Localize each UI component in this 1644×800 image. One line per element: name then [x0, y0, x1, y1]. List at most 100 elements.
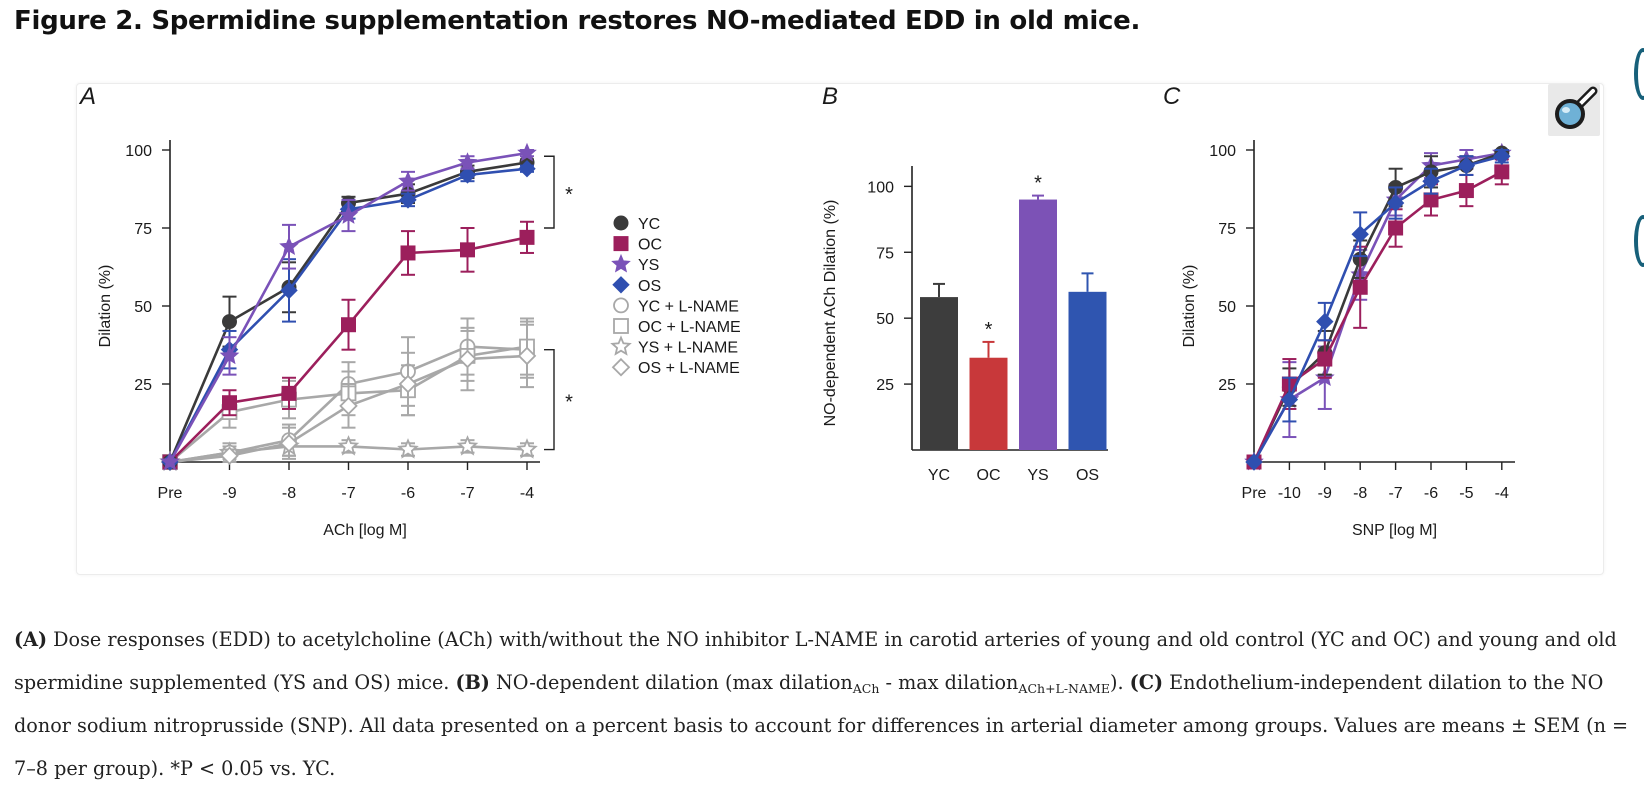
data-point	[280, 281, 298, 300]
right-edge-mark-bottom	[1634, 215, 1644, 267]
caption-b-label: (B)	[455, 671, 490, 694]
x-tick-label: -10	[1278, 485, 1301, 502]
x-axis-title: ACh [log M]	[323, 522, 407, 539]
data-point	[458, 166, 477, 184]
x-tick-label: -5	[1459, 485, 1473, 502]
y-tick-label: 75	[134, 221, 152, 238]
legend-item: OS	[612, 276, 661, 295]
data-point	[220, 446, 239, 466]
data-point	[339, 396, 358, 416]
data-point	[1245, 453, 1263, 471]
legend-item: OS + L-NAME	[611, 357, 740, 377]
y-tick-label: 75	[876, 245, 894, 262]
x-tick-label: -7	[460, 485, 474, 502]
legend-label: OS	[638, 278, 661, 295]
magnify-button[interactable]	[1548, 84, 1600, 136]
x-tick-label: OC	[977, 467, 1001, 484]
y-axis-title: NO-dependent ACh Dilation (%)	[822, 200, 839, 427]
legend-marker	[613, 318, 629, 334]
caption-a-label: (A)	[14, 628, 48, 651]
y-axis-title: Dilation (%)	[1181, 265, 1198, 348]
data-point	[1280, 390, 1299, 409]
caption-a-text: Dose responses (EDD) to acetylcholine (A…	[14, 628, 1617, 694]
figure-caption: (A) Dose responses (EDD) to acetylcholin…	[14, 618, 1644, 790]
legend-label: YS	[638, 257, 659, 274]
data-point	[222, 314, 237, 330]
data-point	[398, 170, 418, 190]
x-tick-label: -8	[282, 485, 296, 502]
x-tick-label: YC	[928, 467, 950, 484]
legend-label: YC + L-NAME	[638, 298, 739, 315]
figure-plots: A 25 50 75 100 Pre -9 -8 -7 -6 -7 -4 ACh [log M] Dila…	[78, 83, 1515, 539]
legend-label: YC	[638, 216, 660, 233]
data-point	[517, 346, 537, 366]
right-edge-mark-top	[1634, 48, 1644, 100]
legend-marker	[611, 253, 631, 273]
bar-ys: YS *	[1019, 173, 1057, 484]
legend-item: YS + L-NAME	[610, 335, 738, 357]
bar-oc: OC *	[969, 319, 1008, 484]
data-point	[519, 229, 535, 245]
data-point	[1386, 194, 1405, 212]
data-point	[1352, 279, 1368, 295]
x-tick-label: Pre	[1242, 485, 1267, 502]
data-point	[397, 438, 419, 459]
series-line	[1252, 151, 1503, 463]
legend-label: OS + L-NAME	[638, 360, 740, 377]
significance-star: *	[565, 392, 573, 414]
data-point	[1351, 225, 1369, 243]
series-oc	[1246, 158, 1510, 470]
data-point	[398, 374, 418, 394]
panel-C: C 25 50 75 100 Pre -10 -9 -8 -7 -6 -5 -4 SNP [log M] D…	[1163, 83, 1515, 539]
caption-b-text-3: ).	[1109, 671, 1130, 694]
significance-bracket	[544, 155, 555, 229]
caption-b-sub-1: ACh	[852, 681, 880, 696]
y-tick-label: 25	[876, 377, 894, 394]
data-point	[457, 152, 478, 171]
significance-star: *	[985, 319, 993, 341]
figure-panel-card	[76, 83, 1604, 575]
legend-label: OC + L-NAME	[638, 319, 741, 336]
legend-item: YS	[611, 253, 659, 274]
magnifier-icon	[1555, 86, 1598, 129]
y-tick-label: 50	[134, 299, 152, 316]
data-point	[1423, 192, 1439, 208]
data-point	[219, 345, 240, 365]
bar-yc: YC	[920, 282, 958, 484]
bar-rect	[1019, 199, 1057, 450]
x-tick-label: -4	[1495, 485, 1509, 502]
caption-b-sub-2: ACh+L-NAME	[1018, 681, 1110, 696]
data-point	[1316, 312, 1334, 331]
y-axis-title: Dilation (%)	[97, 265, 114, 348]
legend-marker	[611, 357, 631, 377]
data-point	[458, 349, 477, 369]
bar-rect	[920, 297, 958, 450]
panel-B: B 25 50 75 100 NO-dependent ACh Dilation (%) Y…	[822, 83, 1108, 484]
bar-rect	[1068, 291, 1107, 450]
data-point	[1494, 164, 1510, 180]
panel-label: C	[1163, 83, 1181, 110]
data-point	[222, 395, 237, 411]
legend-marker	[610, 335, 632, 356]
panel-label: B	[822, 83, 838, 110]
x-tick-label: Pre	[158, 485, 183, 502]
legend: YC OC YS OS YC + L-NAME OC + L-NAME YS + L-NAM…	[610, 215, 741, 377]
data-point	[1317, 351, 1333, 367]
x-tick-label: -6	[401, 485, 415, 502]
y-tick-label: 100	[867, 179, 894, 196]
x-axis-title: SNP [log M]	[1352, 522, 1437, 539]
y-tick-label: 50	[876, 311, 894, 328]
data-point	[1388, 220, 1404, 236]
caption-b-text-1: NO-dependent dilation (max dilation	[489, 671, 853, 694]
caption-c-label: (C)	[1129, 671, 1164, 694]
x-tick-label: -8	[1353, 485, 1367, 502]
data-point	[456, 435, 479, 456]
y-tick-label: 50	[1218, 299, 1236, 316]
significance-star: *	[565, 184, 573, 206]
series-oc	[162, 220, 535, 470]
legend-marker	[613, 236, 629, 252]
y-tick-label: 25	[1218, 377, 1236, 394]
legend-marker	[613, 297, 629, 314]
y-tick-label: 75	[1218, 221, 1236, 238]
data-point	[460, 242, 475, 258]
